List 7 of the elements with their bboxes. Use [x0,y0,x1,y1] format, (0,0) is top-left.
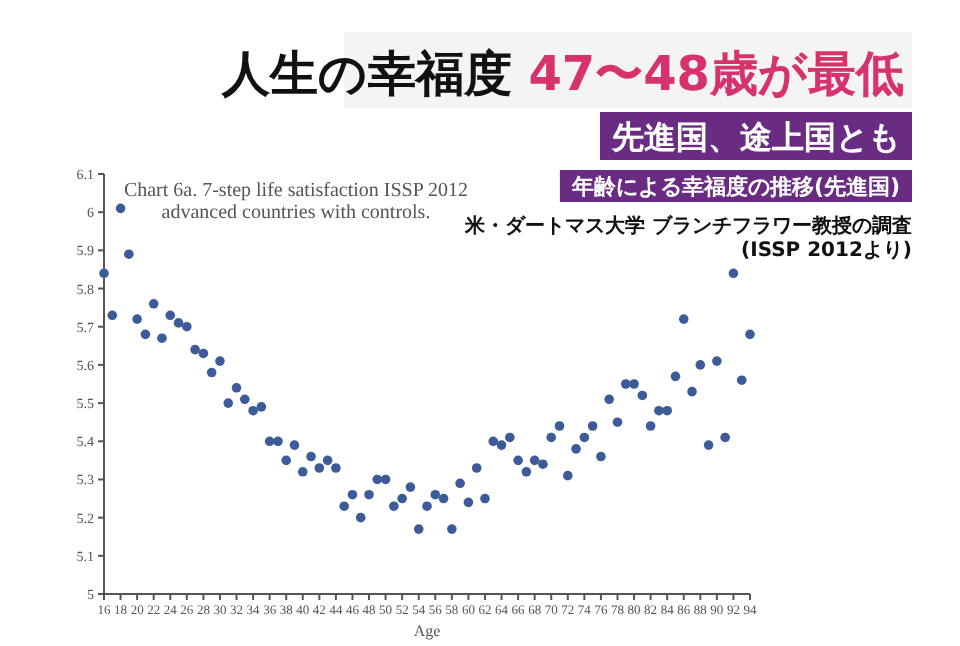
annotation: 年齢による幸福度の推移(先進国) [569,174,900,200]
annotation: (ISSP 2012より) [741,240,912,262]
text: 47〜48歳が最低 [528,46,904,102]
text: 先進国、途上国とも [610,118,900,156]
annotation: 米・ダートマス大学 ブランチフラワー教授の調査 [463,214,912,238]
x-axis-title: Age [413,622,442,640]
text: 人生の幸福度 [219,46,529,102]
